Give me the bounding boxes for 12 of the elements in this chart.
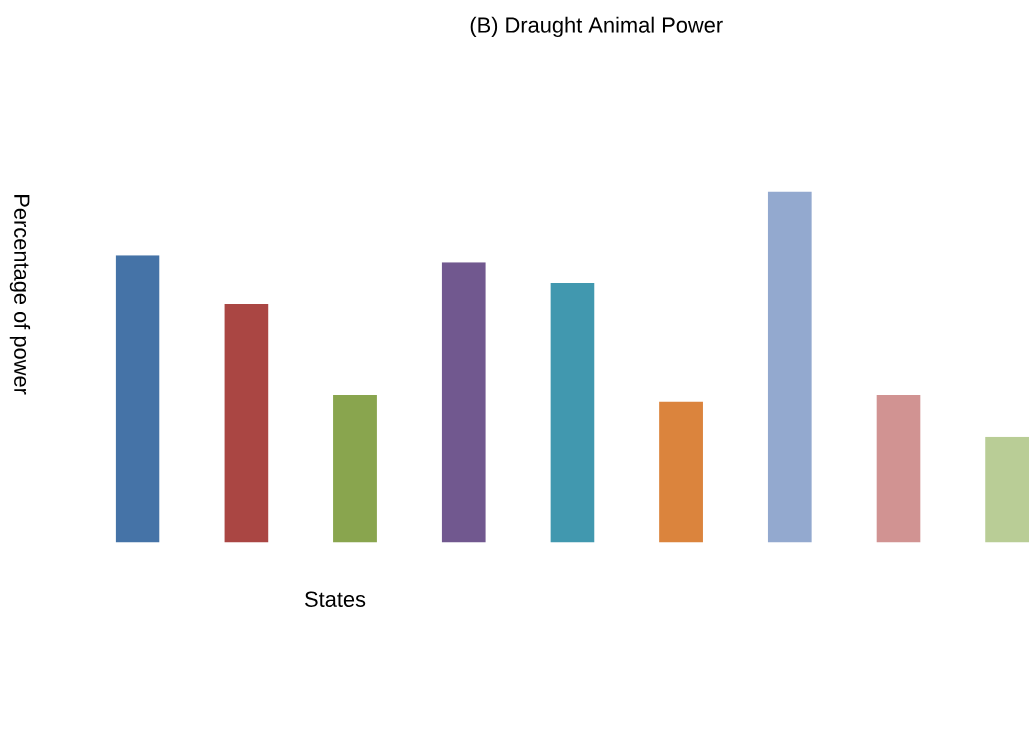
bar: [115, 255, 160, 543]
x-axis-title: States: [305, 591, 366, 608]
bar: [550, 283, 595, 543]
bar: [876, 395, 921, 543]
bar: [767, 191, 812, 543]
bar: [441, 262, 486, 543]
bar: [224, 304, 269, 543]
y-axis-title: Percentage of power: [9, 195, 31, 395]
chart-title: (B) Draught Animal Power: [470, 16, 723, 38]
bar: [659, 401, 703, 543]
bar: [985, 436, 1029, 543]
bar: [333, 395, 377, 543]
